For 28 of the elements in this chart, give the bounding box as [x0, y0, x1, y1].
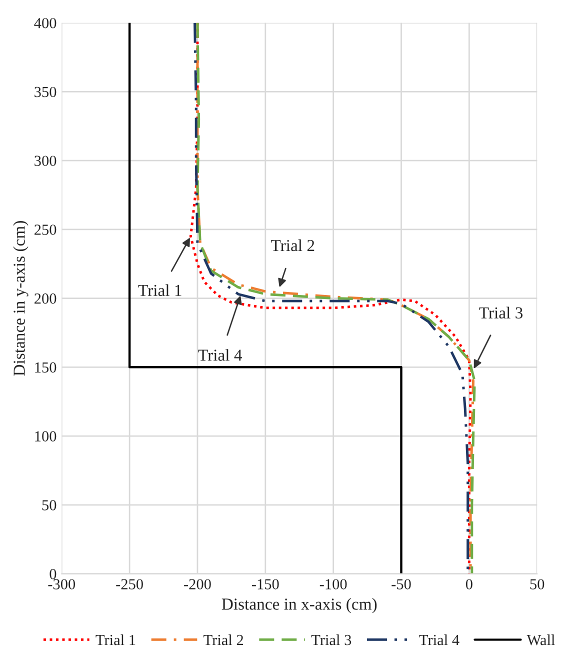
y-tick-label: 400: [34, 18, 56, 28]
y-tick-label: 250: [34, 224, 56, 235]
y-tick-label: 0: [50, 568, 56, 580]
legend-label: Wall: [526, 634, 555, 646]
legend-label: Trial 2: [204, 634, 244, 646]
x-tick-label: -200: [184, 579, 211, 590]
y-tick-label: 100: [35, 431, 56, 442]
x-tick-label: -300: [48, 579, 76, 590]
x-axis-title: Distance in x-axis (cm): [222, 598, 377, 614]
legend-label: Trial 3: [311, 634, 352, 646]
x-tick-label: 50: [530, 579, 544, 590]
legend-label: Trial 4: [419, 634, 460, 646]
y-tick-label: 200: [34, 293, 56, 304]
annotation: Trial 4: [198, 349, 242, 361]
y-axis-title: Distance in y-axis (cm): [13, 221, 28, 376]
annotation: Trial 1: [138, 284, 182, 296]
x-tick-label: -50: [392, 579, 411, 590]
annotation: Trial 3: [479, 306, 523, 319]
y-tick-label: 50: [42, 500, 56, 510]
y-tick-label: 300: [34, 156, 56, 166]
y-tick-label: 350: [34, 86, 56, 98]
annotation: Trial 2: [271, 239, 314, 252]
y-tick-label: 150: [35, 362, 56, 373]
x-tick-label: -100: [320, 579, 347, 590]
x-tick-label: -250: [116, 579, 143, 590]
x-tick-label: -150: [252, 579, 279, 590]
x-tick-label: 0: [466, 579, 472, 590]
legend-label: Trial 1: [96, 634, 136, 646]
